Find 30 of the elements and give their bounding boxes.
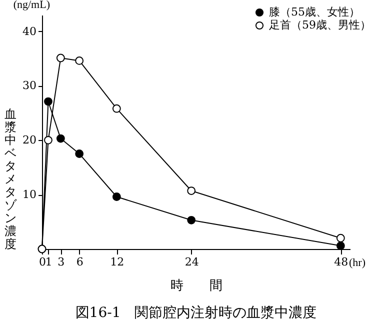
point: [75, 150, 84, 158]
y-tick-label: 30: [22, 79, 36, 92]
point: [112, 192, 121, 201]
point: [187, 216, 196, 224]
point: [187, 186, 196, 195]
point: [336, 242, 345, 250]
x-tick-label: 48: [334, 256, 348, 268]
point: [44, 136, 52, 144]
point: [75, 56, 84, 65]
x-tick-label: 6: [76, 256, 84, 268]
x-axis-title: 時 間: [170, 278, 222, 294]
point: [56, 54, 65, 62]
point: [56, 134, 65, 143]
text: 血漿中ベタメタゾン濃度: [4, 106, 16, 251]
point: [336, 234, 345, 242]
x-tick-label: 3: [58, 256, 65, 268]
legend-label: 膝（55歳、女性）: [269, 6, 360, 18]
point: [112, 104, 121, 113]
x-tick-label: 1: [45, 256, 52, 268]
text: (ng/mL): [13, 0, 50, 11]
x-tick-label: 12: [110, 256, 124, 268]
text: 図16-1 関節腔内注射時の血漿中濃度: [75, 305, 317, 321]
y-tick-label: 20: [22, 134, 36, 147]
point: [44, 97, 52, 106]
legend-label: 足首（59歳、男性）: [269, 18, 370, 32]
x-tick-label: 24: [184, 256, 199, 268]
y-tick-label: 40: [22, 24, 36, 38]
y-tick-label: 10: [22, 188, 36, 202]
text: (hr): [349, 257, 366, 269]
x-tick-label: 0: [39, 256, 46, 268]
